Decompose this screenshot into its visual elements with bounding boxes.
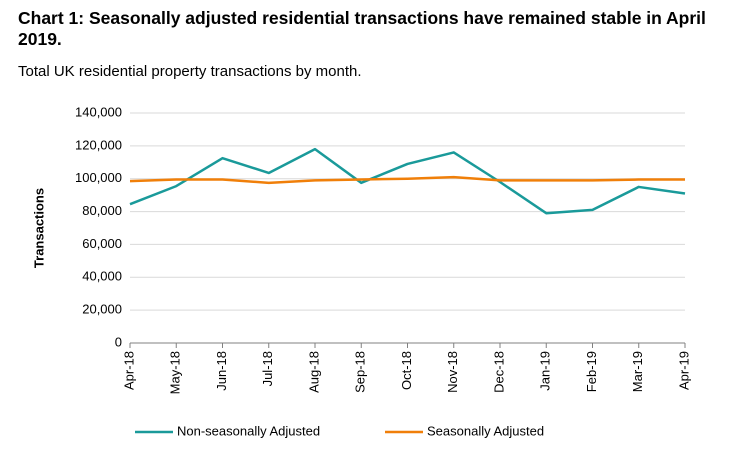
chart-subtitle: Total UK residential property transactio… (18, 63, 362, 80)
y-tick-label: 120,000 (75, 137, 122, 152)
x-tick-label: May-18 (168, 351, 183, 394)
legend-label: Non-seasonally Adjusted (177, 423, 320, 438)
x-tick-label: Jul-18 (260, 351, 275, 386)
x-tick-label: Nov-18 (445, 351, 460, 393)
series-line (129, 175, 685, 185)
y-tick-label: 0 (115, 334, 122, 349)
legend-label: Seasonally Adjusted (427, 423, 544, 438)
x-tick-label: Apr-18 (121, 351, 136, 390)
y-tick-label: 80,000 (82, 203, 122, 218)
x-tick-label: Jan-19 (538, 351, 553, 391)
x-tick-label: Mar-19 (630, 351, 645, 392)
x-tick-label: Dec-18 (491, 351, 506, 393)
y-tick-label: 20,000 (82, 302, 122, 317)
series-line (129, 147, 686, 215)
chart-title: Chart 1: Seasonally adjusted residential… (18, 8, 706, 49)
x-tick-label: Apr-19 (676, 351, 691, 390)
y-tick-label: 40,000 (82, 269, 122, 284)
y-tick-label: 100,000 (75, 170, 122, 185)
x-tick-label: Aug-18 (306, 351, 321, 393)
y-tick-label: 60,000 (82, 236, 122, 251)
x-tick-label: Jun-18 (214, 351, 229, 391)
x-tick-label: Feb-19 (584, 351, 599, 392)
x-tick-label: Sep-18 (353, 351, 368, 393)
y-axis-label: Transactions (31, 188, 46, 268)
y-tick-label: 140,000 (75, 104, 122, 119)
x-tick-label: Oct-18 (399, 351, 414, 390)
